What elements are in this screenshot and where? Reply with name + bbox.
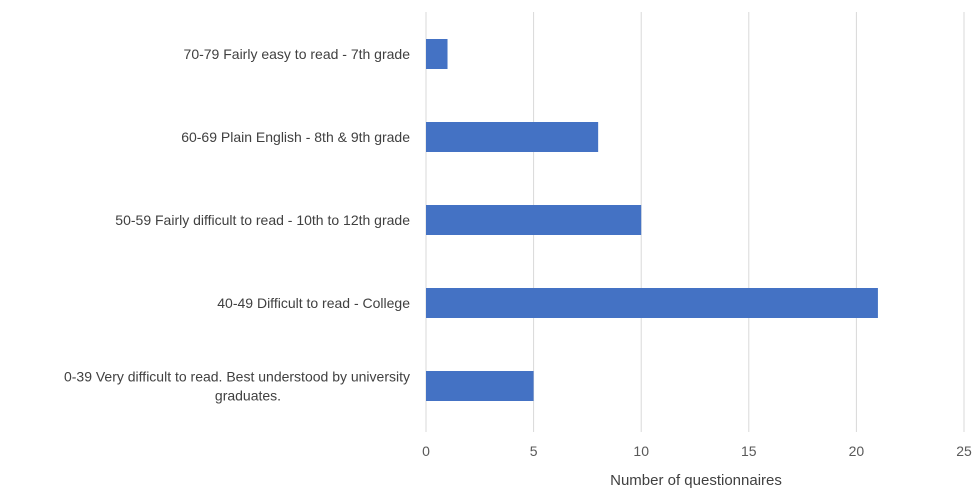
bar [426,39,448,69]
category-label: 40-49 Difficult to read - College [217,295,410,311]
bar [426,288,878,318]
category-label: 70-79 Fairly easy to read - 7th grade [184,46,411,62]
bar [426,122,599,152]
x-tick-label: 15 [741,443,757,459]
x-tick-label: 5 [530,443,538,459]
category-label: graduates. [215,388,281,404]
x-tick-label: 20 [849,443,865,459]
x-tick-labels: 0 5 10 15 20 25 [422,443,972,459]
bars [426,39,878,401]
x-tick-label: 0 [422,443,430,459]
bar [426,371,534,401]
x-tick-label: 25 [956,443,972,459]
x-tick-label: 10 [633,443,649,459]
category-label: 60-69 Plain English - 8th & 9th grade [181,129,410,145]
x-axis-title: Number of questionnaires [610,472,782,489]
category-label: 0-39 Very difficult to read. Best unders… [64,369,410,385]
category-label: 50-59 Fairly difficult to read - 10th to… [115,212,410,228]
category-labels: 70-79 Fairly easy to read - 7th grade 60-… [64,46,410,404]
bar [426,205,642,235]
